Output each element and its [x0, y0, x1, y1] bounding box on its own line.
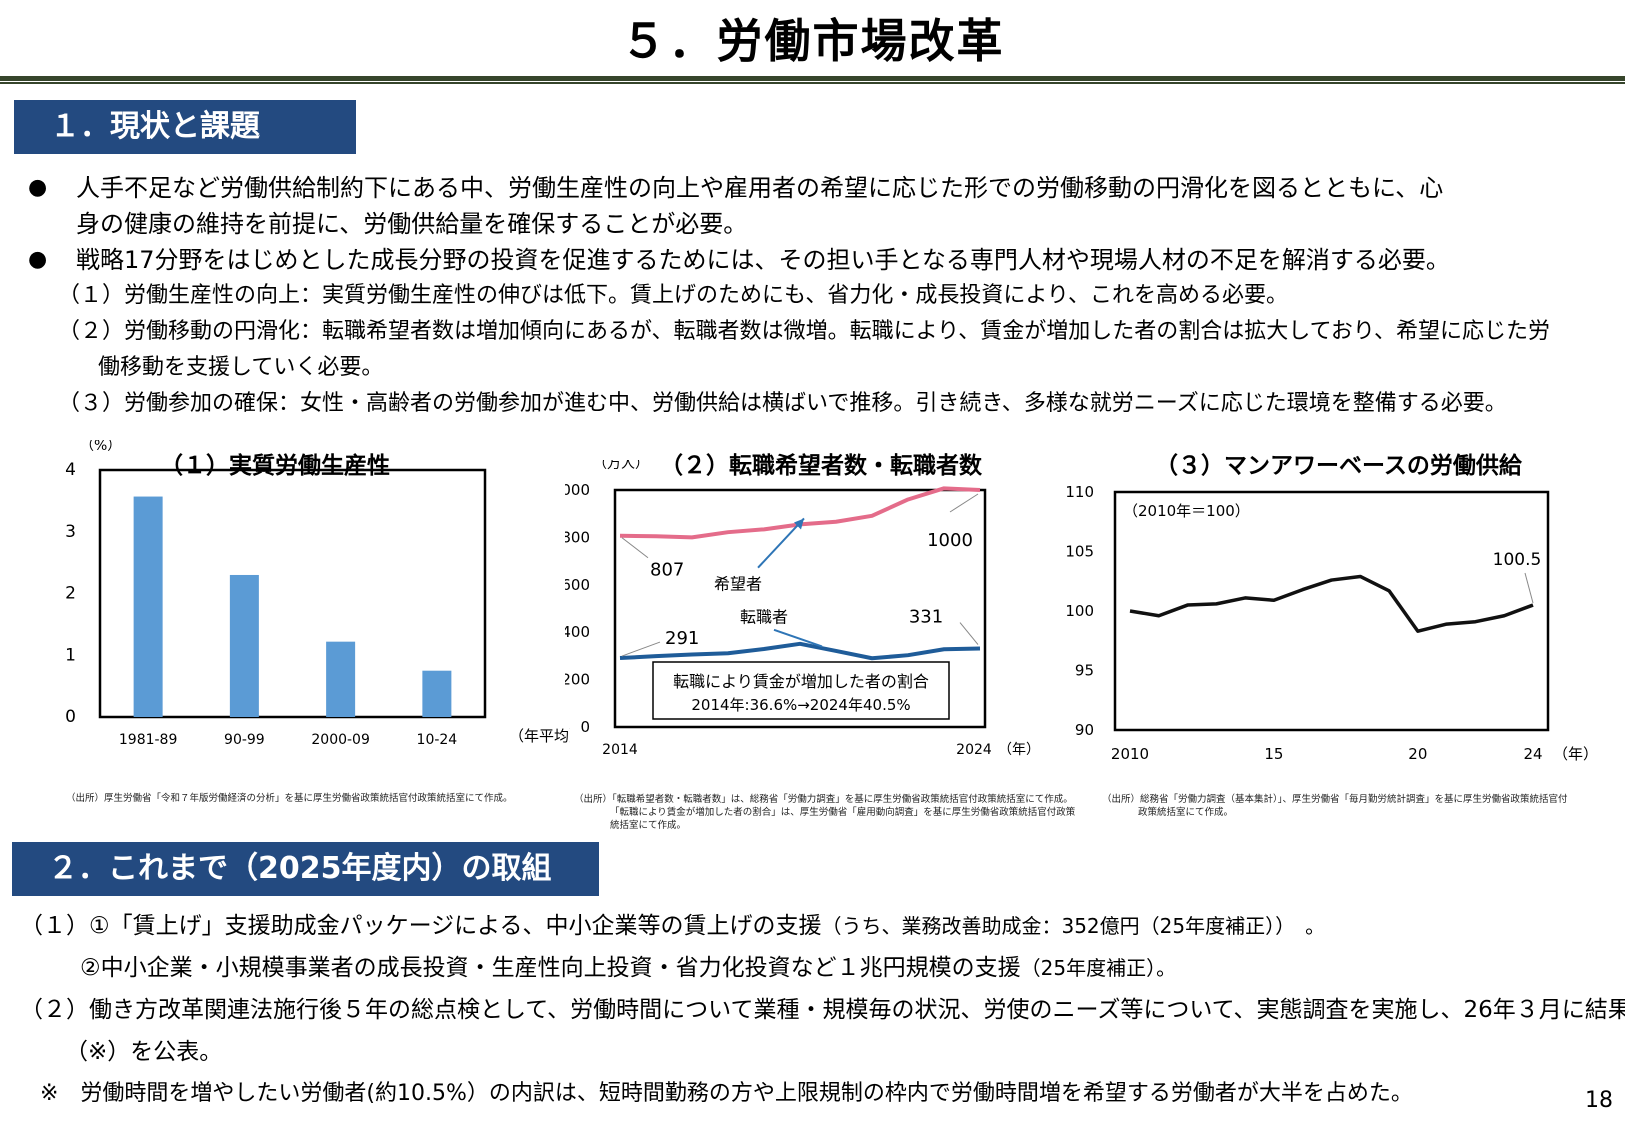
series-line [620, 488, 980, 537]
chart-annotation: （2010年＝100） [1123, 502, 1250, 520]
y-tick-label: 0 [65, 707, 76, 727]
y-tick-label: 1000 [565, 481, 590, 499]
bullet-item: ● 人手不足など労働供給制約下にある中、労働生産性の向上や雇用者の希望に応じた形… [28, 170, 1618, 242]
section2-heading: ２．これまで（2025年度内）の取組 [12, 842, 599, 896]
y-tick-label: 110 [1065, 483, 1094, 501]
bar [230, 575, 259, 717]
data-label: 331 [909, 607, 943, 628]
chart1-source: （出所）厚生労働省「令和７年版労働経済の分析」を基に厚生労働省政策統括官付政策統… [66, 792, 513, 805]
x-tick-label: 2000-09 [311, 732, 370, 748]
y-tick-label: 0 [580, 718, 590, 736]
callout-line [622, 642, 660, 656]
measure-text: （１）①「賃上げ」支援助成金パッケージによる、中小企業等の賃上げの支援 [20, 913, 821, 939]
y-tick-label: 105 [1065, 543, 1094, 561]
section2-body: （１）①「賃上げ」支援助成金パッケージによる、中小企業等の賃上げの支援（うち、業… [20, 905, 1610, 1115]
measure-note: （うち、業務改善助成金：352億円（25年度補正）） 。 [821, 914, 1325, 938]
page-title: ５．労働市場改革 [0, 6, 1625, 76]
x-tick-label: 2014 [602, 742, 638, 758]
y-tick-label: 400 [565, 623, 590, 641]
note-title: 転職により賃金が増加した者の割合 [673, 672, 929, 691]
x-tick-label: 90-99 [224, 732, 265, 748]
sub-text: （２）労働移動の円滑化：転職希望者数は増加傾向にあるが、転職者数は微増。転職によ… [58, 314, 1550, 350]
title-rule [0, 76, 1625, 81]
y-tick-label: 100 [1065, 602, 1094, 620]
measure-item: （※）を公表。 [20, 1031, 1610, 1073]
chart3-plot: 90 95 100 105 110 2010 15 20 24 （年） （2010年＝100） 100… [1050, 480, 1610, 790]
measure-item: ②中小企業・小規模事業者の成長投資・生産性向上投資・省力化投資など１兆円規模の支… [20, 947, 1610, 989]
sub-text: （１）労働生産性の向上：実質労働生産性の伸びは低下。賃上げのためにも、省力化・成… [58, 278, 1288, 314]
callout-line [1525, 573, 1533, 603]
x-axis-label: （年） [998, 742, 1040, 758]
sub-text: （３）労働参加の確保：女性・高齢者の労働参加が進む中、労働供給は横ばいで推移。引… [58, 386, 1507, 422]
x-tick-label: 2010 [1111, 745, 1149, 763]
x-axis-label: （年） [1553, 745, 1598, 763]
bar [326, 642, 355, 717]
series-name-label: 希望者 [714, 575, 762, 594]
y-tick-label: 90 [1075, 721, 1094, 739]
data-label: 100.5 [1493, 550, 1542, 570]
y-tick-label: 600 [565, 576, 590, 594]
bar [134, 497, 163, 717]
measure-note-item: ※ 労働時間を増やしたい労働者(約10.5%）の内訳は、短時間勤務の方や上限規制… [20, 1073, 1610, 1115]
x-tick-label: 10-24 [417, 732, 458, 748]
plot-frame [1115, 492, 1548, 730]
sub-item: （１）労働生産性の向上：実質労働生産性の伸びは低下。賃上げのためにも、省力化・成… [58, 278, 1618, 314]
y-tick-label: 95 [1075, 662, 1094, 680]
sub-item: （２）労働移動の円滑化：転職希望者数は増加傾向にあるが、転職者数は微増。転職によ… [58, 314, 1618, 386]
section1-body: ● 人手不足など労働供給制約下にある中、労働生産性の向上や雇用者の希望に応じた形… [28, 170, 1618, 422]
note-body: 2014年:36.6%→2024年40.5% [691, 696, 910, 714]
callout-line [950, 494, 978, 512]
x-tick-label: 2024 [956, 742, 992, 758]
measure-item: （１）①「賃上げ」支援助成金パッケージによる、中小企業等の賃上げの支援（うち、業… [20, 905, 1610, 947]
x-tick-label: 1981-89 [119, 732, 178, 748]
section1-heading: １．現状と課題 [14, 100, 356, 154]
source-line: （出所）「転職希望者数・転職者数」は、総務省「労働力調査」を基に厚生労働省政策統… [574, 793, 1075, 806]
x-tick-label: 15 [1264, 745, 1283, 763]
x-tick-label: 24 [1523, 745, 1542, 763]
data-label: 1000 [927, 530, 973, 551]
x-axis-label: （年平均） [509, 727, 570, 745]
y-tick-label: 3 [65, 522, 76, 542]
title-rule-thin [0, 82, 1625, 84]
source-line: 統括室にて作成。 [574, 819, 1075, 832]
source-line: 政策統括室にて作成。 [1102, 806, 1568, 819]
chart3-title: （３）マンアワーベースの労働供給 [1155, 446, 1522, 480]
bullet-item: ● 戦略17分野をはじめとした成長分野の投資を促進するためには、その担い手となる… [28, 242, 1618, 278]
chart2-plot: （万人） 0 200 400 600 800 1000 2014 2024 （年） 807 1000 希… [565, 460, 1065, 780]
y-tick-label: 4 [65, 460, 76, 480]
y-tick-label: 800 [565, 528, 590, 546]
bullet-text: 人手不足など労働供給制約下にある中、労働生産性の向上や雇用者の希望に応じた形での… [76, 170, 1443, 206]
page-number: 18 [1585, 1088, 1613, 1113]
data-label: 807 [650, 560, 684, 581]
y-axis-label: （万人） [593, 460, 649, 472]
y-tick-label: 1 [65, 645, 76, 665]
sub-item: （３）労働参加の確保：女性・高齢者の労働参加が進む中、労働供給は横ばいで推移。引… [58, 386, 1618, 422]
bullet-text: 戦略17分野をはじめとした成長分野の投資を促進するためには、その担い手となる専門… [76, 242, 1450, 278]
bar [422, 671, 451, 717]
series-name-label: 転職者 [740, 608, 788, 627]
bullet-dot: ● [28, 170, 47, 206]
y-tick-label: 2 [65, 584, 76, 604]
chart2-source: （出所）「転職希望者数・転職者数」は、総務省「労働力調査」を基に厚生労働省政策統… [574, 793, 1075, 832]
bullet-dot: ● [28, 242, 47, 278]
sub-text: 働移動を支援していく必要。 [98, 350, 383, 386]
callout-line [960, 623, 978, 645]
y-axis-label: （%） [80, 440, 121, 454]
x-tick-label: 20 [1408, 745, 1427, 763]
bullet-text: 身の健康の維持を前提に、労働供給量を確保することが必要。 [76, 206, 747, 242]
callout-line [622, 538, 648, 558]
measure-item: （２）働き方改革関連法施行後５年の総点検として、労働時間について業種・規模毎の状… [20, 989, 1610, 1031]
measure-text: ②中小企業・小規模事業者の成長投資・生産性向上投資・省力化投資など１兆円規模の支… [80, 955, 1021, 981]
data-label: 291 [665, 628, 699, 649]
y-tick-label: 200 [565, 671, 590, 689]
source-line: 「転職により賃金が増加した者の割合」は、厚生労働省「雇用動向調査」を基に厚生労働… [574, 806, 1075, 819]
chart3-source: （出所）総務省「労働力調査（基本集計）」、厚生労働省「毎月勤労統計調査」を基に厚… [1102, 793, 1568, 819]
measure-note: （25年度補正）。 [1021, 956, 1176, 980]
chart1-plot: （%） 0 1 2 3 4 1981-89 90-99 2000-09 10-24 （年平均） [40, 440, 570, 780]
source-line: （出所）総務省「労働力調査（基本集計）」、厚生労働省「毎月勤労統計調査」を基に厚… [1102, 793, 1568, 806]
series-line [1130, 576, 1533, 631]
